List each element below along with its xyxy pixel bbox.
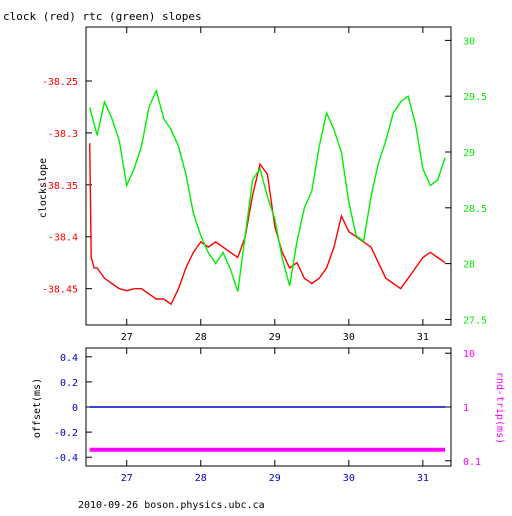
top-y2-tick-label: 29: [463, 148, 475, 159]
top-y2-tick-label: 28.5: [463, 204, 487, 215]
bottom-y-tick-label: -0.2: [54, 428, 78, 439]
top-y2-tick-label: 27.5: [463, 315, 487, 326]
top-y-tick-label: -38.45: [42, 285, 78, 296]
bottom-y2-tick-label: 1: [463, 403, 469, 414]
top-y2-tick-label: 30: [463, 36, 475, 47]
clock-series-line: [89, 143, 446, 306]
bottom-x-axis: 27 28 29 30 31: [121, 348, 429, 484]
bottom-y-tick-label: 0.2: [60, 378, 78, 389]
top-x-tick-label: 31: [417, 332, 429, 343]
bottom-x-tick-label: 29: [269, 473, 281, 484]
bottom-y-tick-label: 0: [72, 403, 78, 414]
bottom-x-tick-label: 31: [417, 473, 429, 484]
rtc-series-line: [89, 88, 446, 292]
top-y-tick-label: -38.35: [42, 181, 78, 192]
top-x-tick-label: 27: [121, 332, 133, 343]
top-y-tick-label: -38.3: [48, 129, 78, 140]
chart-title: clock (red) rtc (green) slopes: [3, 10, 202, 23]
bottom-y-tick-label: 0.4: [60, 353, 78, 364]
bottom-y-axis-label: offset(ms): [32, 378, 43, 438]
bottom-x-tick-label: 28: [195, 473, 207, 484]
footer-text: 2010-09-26 boson.physics.ubc.ca: [78, 500, 265, 511]
bottom-y2-axis-label: rnd-trip(ms): [494, 372, 505, 444]
top-series-group: [89, 88, 446, 306]
bottom-series-group: [89, 406, 446, 452]
top-x-axis: 27 28 29 30 31: [121, 27, 429, 343]
bottom-y-tick-label: -0.4: [54, 453, 78, 464]
top-plot-frame: [85, 26, 452, 326]
bottom-y-axis-left: 0.4 0.2 0 -0.2 -0.4: [54, 353, 92, 464]
top-y-axis-label: clockslope: [38, 158, 49, 218]
bottom-y2-tick-label: 10: [463, 349, 475, 360]
top-y-tick-label: -38.4: [48, 233, 78, 244]
top-y2-tick-label: 29.5: [463, 92, 487, 103]
top-y-axis-right: 30 29.5 29 28.5 28 27.5: [445, 36, 487, 326]
top-x-tick-label: 28: [195, 332, 207, 343]
top-panel: clockslope 27 28 29 30 31 -38.25 -38.3 -38.35 -…: [38, 26, 487, 343]
top-x-tick-label: 30: [343, 332, 355, 343]
top-y-tick-label: -38.25: [42, 77, 78, 88]
top-x-tick-label: 29: [269, 332, 281, 343]
bottom-y-axis-right: 10 1 0.1: [445, 349, 481, 468]
bottom-x-tick-label: 30: [343, 473, 355, 484]
bottom-y2-tick-label: 0.1: [463, 457, 481, 468]
top-y2-tick-label: 28: [463, 260, 475, 271]
bottom-x-tick-label: 27: [121, 473, 133, 484]
bottom-panel: offset(ms) rnd-trip(ms) 27 28 29 30 31 0.40.…: [32, 347, 505, 484]
